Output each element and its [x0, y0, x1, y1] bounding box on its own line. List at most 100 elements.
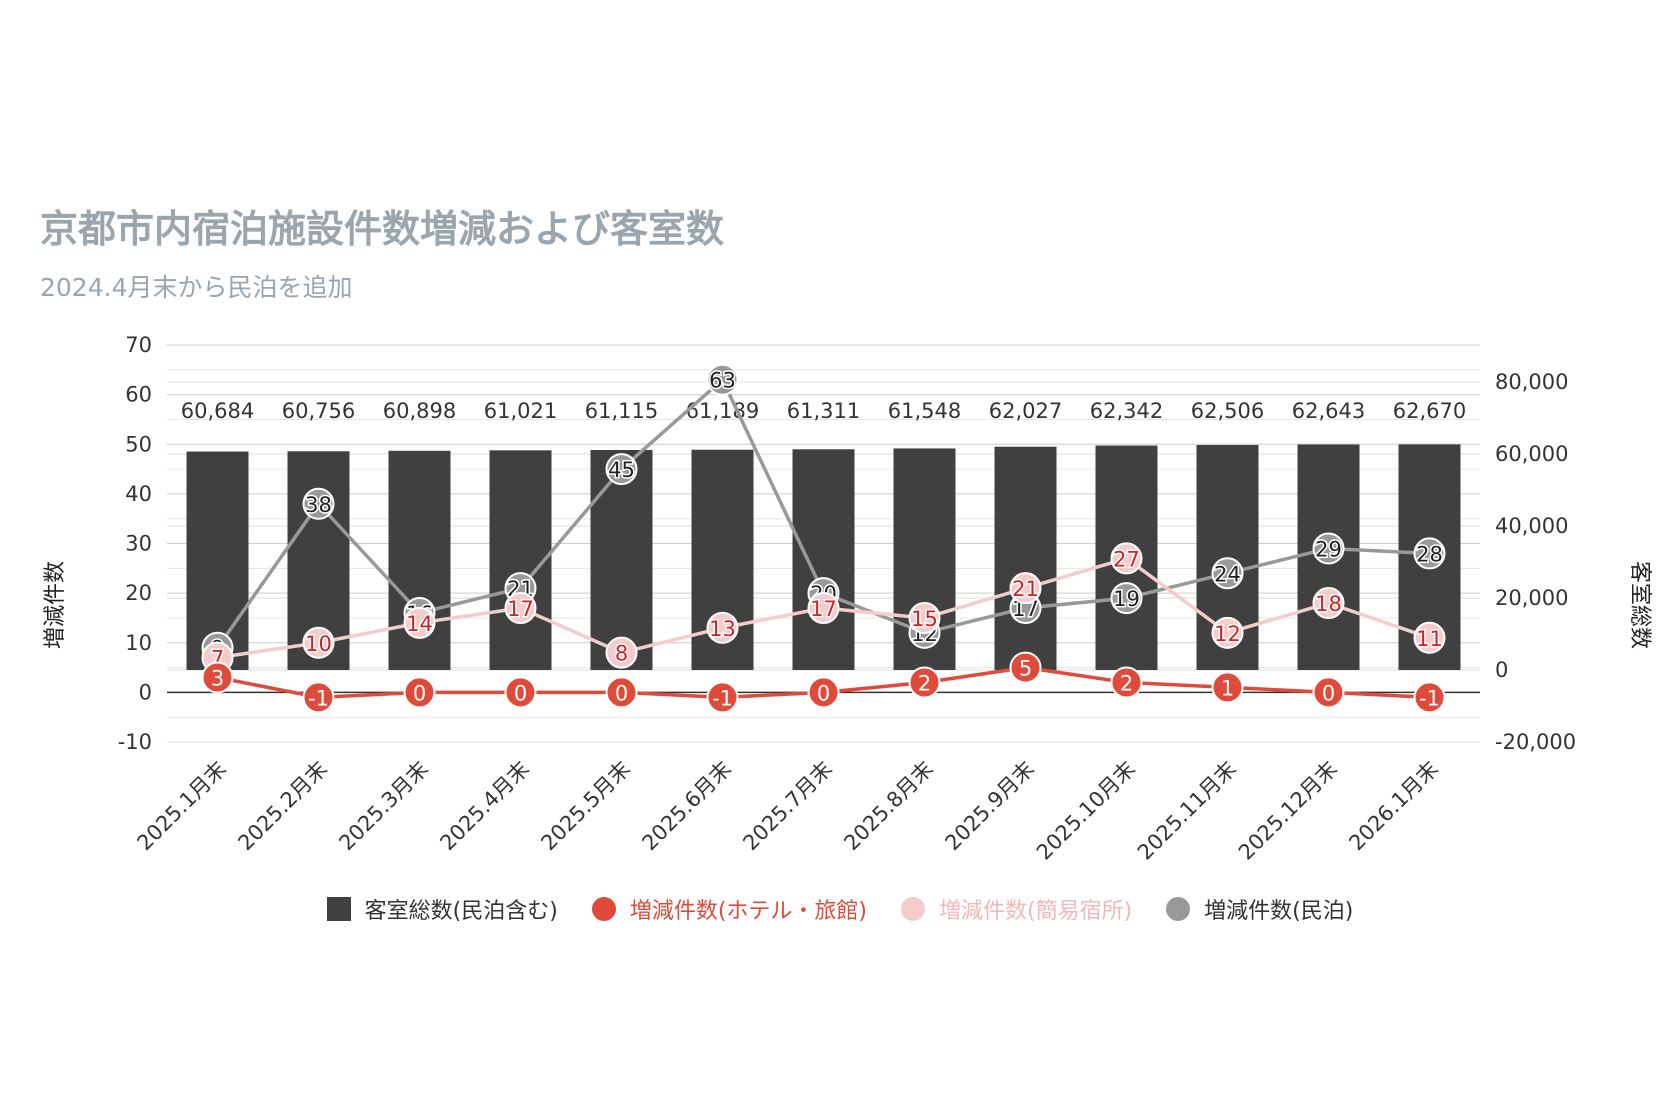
line-series: 9381621456320121719242928710141781317152…: [201, 363, 1446, 714]
x-tick-label: 2025.11月末: [1133, 757, 1241, 865]
point-data-label: 10: [305, 632, 332, 656]
series-point: [706, 611, 739, 644]
right-tick-label: 40,000: [1495, 514, 1568, 538]
point-data-label: 11: [1416, 627, 1443, 651]
series-point: [302, 487, 335, 520]
right-tick-label: 80,000: [1495, 370, 1568, 394]
x-tick-label: 2026.1月末: [1344, 757, 1443, 856]
series-point: [1110, 582, 1143, 615]
legend-label: 増減件数(ホテル・旅館): [629, 899, 867, 924]
point-data-label: 21: [1012, 577, 1039, 601]
point-data-label: 28: [1416, 542, 1443, 566]
bar: [792, 449, 855, 670]
right-tick-label: -20,000: [1495, 730, 1576, 754]
legend-item: 客室総数(民泊含む): [326, 893, 558, 925]
point-data-label: 13: [709, 617, 736, 641]
series-point: [605, 453, 638, 486]
series-point: [908, 601, 941, 634]
bar-data-label: 61,548: [888, 399, 961, 423]
bar-series: 60,684 60,756 60,898 61,021 61,115 61,189 61,3…: [181, 399, 1466, 670]
series-point: [807, 592, 840, 625]
left-tick-label: 50: [125, 432, 152, 456]
point-data-label: 24: [1214, 562, 1241, 586]
point-data-label: 0: [514, 681, 527, 705]
point-data-label: 18: [1315, 592, 1342, 616]
legend-item: 増減件数(民泊): [1166, 893, 1353, 925]
point-data-label: 0: [817, 681, 830, 705]
legend-swatch: [591, 897, 616, 921]
point-data-label: 27: [1113, 547, 1140, 571]
bar-data-label: 60,756: [282, 399, 355, 423]
x-tick-label: 2025.9月末: [940, 757, 1039, 856]
x-tick-label: 2025.12月末: [1234, 757, 1342, 865]
left-tick-label: 0: [139, 680, 152, 704]
point-data-label: 0: [1322, 681, 1335, 705]
point-data-label: -1: [712, 686, 733, 710]
series-point: [605, 676, 638, 709]
x-tick-label: 2025.5月末: [536, 757, 635, 856]
point-data-label: 0: [615, 681, 628, 705]
legend-item: 増減件数(ホテル・旅館): [591, 893, 867, 925]
x-tick-label: 2025.8月末: [839, 757, 938, 856]
series-point: [1413, 621, 1446, 654]
series-point: [1211, 671, 1244, 704]
point-data-label: 38: [305, 493, 332, 517]
left-tick-label: -10: [118, 730, 152, 754]
x-tick-label: 2025.3月末: [334, 757, 433, 856]
point-data-label: 0: [413, 681, 426, 705]
point-data-label: 12: [1214, 622, 1241, 646]
legend-label: 増減件数(民泊): [1204, 899, 1354, 924]
series-point: [1009, 651, 1042, 684]
series-point: [504, 676, 537, 709]
point-data-label: -1: [308, 686, 329, 710]
series-point: [807, 676, 840, 709]
right-tick-label: 60,000: [1495, 442, 1568, 466]
chart-subtitle: 2024.4月末から民泊を追加: [40, 273, 353, 302]
series-point: [302, 681, 335, 714]
x-tick-label: 2025.10月末: [1032, 757, 1140, 865]
bar-data-label: 62,506: [1191, 399, 1264, 423]
legend-swatch: [1166, 897, 1191, 921]
bar-data-label: 61,021: [484, 399, 557, 423]
legend: 客室総数(民泊含む) 増減件数(ホテル・旅館) 増減件数(簡易宿所) 増減件数(民泊): [0, 893, 1680, 925]
series-point: [1110, 666, 1143, 699]
point-data-label: 63: [709, 369, 736, 393]
series-point: [1312, 676, 1345, 709]
series-point: [605, 636, 638, 669]
bar-data-label: 61,115: [585, 399, 658, 423]
left-tick-label: 30: [125, 532, 152, 556]
bar: [590, 449, 653, 670]
bar: [994, 446, 1057, 670]
legend-label: 増減件数(簡易宿所): [939, 899, 1133, 924]
legend-label: 客室総数(民泊含む): [364, 899, 558, 924]
series-point: [1211, 557, 1244, 590]
right-tick-label: 20,000: [1495, 586, 1568, 610]
x-tick-label: 2025.1月末: [132, 757, 231, 856]
point-data-label: 5: [1019, 657, 1032, 681]
left-tick-label: 40: [125, 482, 152, 506]
series-point: [1110, 542, 1143, 575]
point-data-label: -1: [1419, 686, 1440, 710]
series-point: [706, 681, 739, 714]
legend-swatch: [901, 897, 925, 921]
legend-item: 増減件数(簡易宿所): [901, 893, 1132, 925]
point-data-label: 45: [608, 458, 635, 482]
point-data-label: 29: [1315, 537, 1342, 561]
left-tick-label: 20: [125, 581, 152, 605]
bar-data-label: 62,342: [1090, 399, 1163, 423]
bar-data-label: 61,311: [787, 399, 860, 423]
point-data-label: 14: [406, 612, 433, 636]
point-data-label: 1: [1221, 676, 1234, 700]
chart-title: 京都市内宿泊施設件数増減および客室数: [40, 207, 725, 251]
left-tick-label: 60: [125, 383, 152, 407]
legend-swatch: [326, 897, 351, 921]
x-tick-label: 2025.6月末: [637, 757, 736, 856]
x-tick-label: 2025.7月末: [738, 757, 837, 856]
point-data-label: 17: [507, 597, 534, 621]
x-tick-label: 2025.2月末: [233, 757, 332, 856]
bar-data-label: 62,027: [989, 399, 1062, 423]
series-point: [201, 661, 234, 694]
bar-data-label: 62,643: [1292, 399, 1365, 423]
point-data-label: 19: [1113, 587, 1140, 611]
